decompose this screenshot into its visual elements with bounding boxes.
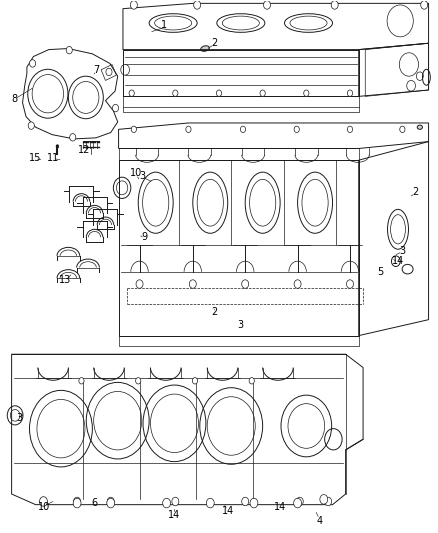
Text: 2: 2 <box>212 306 218 317</box>
Circle shape <box>107 498 115 508</box>
Circle shape <box>74 497 81 506</box>
Circle shape <box>194 1 201 9</box>
Circle shape <box>29 60 35 67</box>
Circle shape <box>56 145 59 148</box>
Circle shape <box>131 1 138 9</box>
Circle shape <box>162 498 170 508</box>
Circle shape <box>131 126 137 133</box>
Circle shape <box>113 104 119 112</box>
Circle shape <box>293 498 301 508</box>
Circle shape <box>107 497 114 506</box>
Circle shape <box>294 126 299 133</box>
Text: 14: 14 <box>274 502 286 512</box>
Text: 3: 3 <box>238 320 244 330</box>
Circle shape <box>73 498 81 508</box>
Circle shape <box>320 495 328 504</box>
Circle shape <box>325 497 332 506</box>
Circle shape <box>186 126 191 133</box>
Circle shape <box>172 497 179 506</box>
Circle shape <box>70 134 76 141</box>
Text: 9: 9 <box>142 232 148 243</box>
Circle shape <box>294 280 301 288</box>
Text: 3: 3 <box>399 246 406 255</box>
Circle shape <box>304 90 309 96</box>
Circle shape <box>39 497 47 506</box>
Text: 10: 10 <box>38 502 50 512</box>
Circle shape <box>129 90 134 96</box>
Circle shape <box>189 280 196 288</box>
Text: 6: 6 <box>92 498 98 508</box>
Circle shape <box>296 497 303 506</box>
Text: 3: 3 <box>16 413 22 423</box>
Circle shape <box>400 126 405 133</box>
Ellipse shape <box>417 125 423 130</box>
Circle shape <box>347 90 353 96</box>
Text: 12: 12 <box>78 144 91 155</box>
Circle shape <box>260 90 265 96</box>
Text: 1: 1 <box>161 20 167 30</box>
Circle shape <box>242 497 249 506</box>
Circle shape <box>249 377 254 384</box>
Circle shape <box>250 498 258 508</box>
Text: 4: 4 <box>316 515 322 526</box>
Text: 3: 3 <box>140 171 146 181</box>
Circle shape <box>347 126 353 133</box>
Circle shape <box>206 498 214 508</box>
Text: 14: 14 <box>167 510 180 520</box>
Circle shape <box>173 90 178 96</box>
Text: 2: 2 <box>412 187 419 197</box>
Text: 8: 8 <box>11 94 18 104</box>
Circle shape <box>106 68 112 76</box>
Circle shape <box>66 46 72 54</box>
Circle shape <box>136 280 143 288</box>
Circle shape <box>40 497 47 506</box>
Circle shape <box>346 280 353 288</box>
Text: 13: 13 <box>59 275 71 285</box>
Ellipse shape <box>201 46 209 51</box>
Text: 11: 11 <box>47 152 59 163</box>
Circle shape <box>28 122 34 130</box>
Circle shape <box>242 280 249 288</box>
Circle shape <box>240 126 246 133</box>
Circle shape <box>216 90 222 96</box>
Circle shape <box>192 377 198 384</box>
Text: 14: 14 <box>222 506 234 516</box>
Text: 2: 2 <box>212 38 218 48</box>
Text: 5: 5 <box>378 267 384 277</box>
Circle shape <box>331 1 338 9</box>
Circle shape <box>421 1 427 9</box>
Text: 10: 10 <box>130 168 142 179</box>
Circle shape <box>79 377 84 384</box>
Circle shape <box>264 1 271 9</box>
Circle shape <box>136 377 141 384</box>
Text: 15: 15 <box>28 152 41 163</box>
Text: 7: 7 <box>94 65 100 75</box>
Text: 14: 14 <box>392 256 404 266</box>
